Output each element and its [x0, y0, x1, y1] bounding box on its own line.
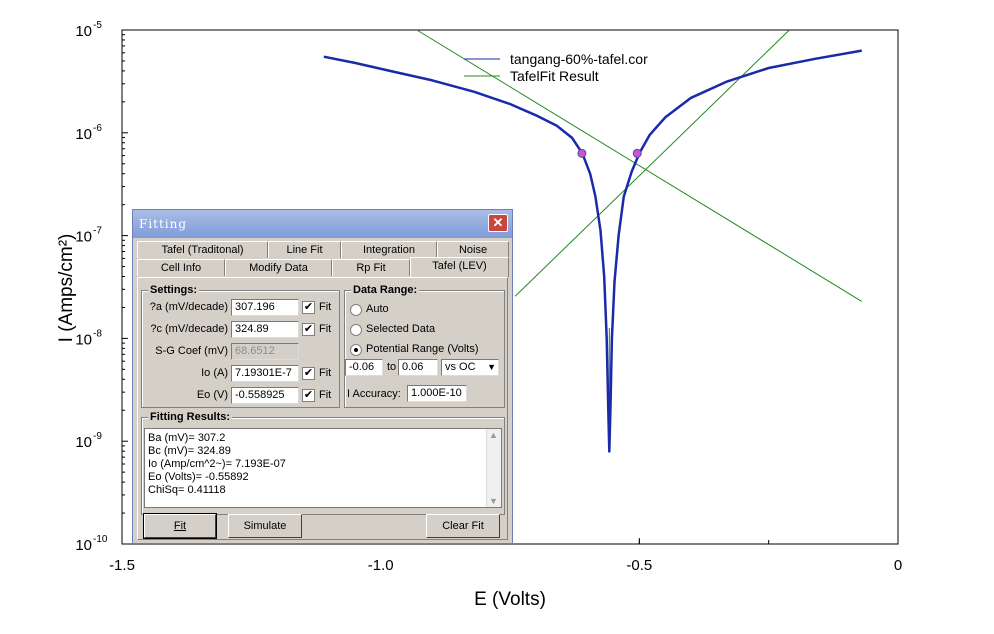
- x-axis-title: E (Volts): [474, 589, 546, 610]
- io-fit-checkbox[interactable]: ✔: [302, 367, 315, 380]
- fit-button-label: Fit: [173, 520, 187, 532]
- tab-noise[interactable]: Noise: [437, 241, 509, 258]
- y-tick-exponent: -8: [93, 328, 102, 339]
- y-tick-exponent: -6: [93, 123, 102, 134]
- y-tick-exponent: -10: [93, 534, 108, 545]
- y-tick-exponent: -9: [93, 431, 102, 442]
- results-textbox[interactable]: Ba (mV)= 307.2 Bc (mV)= 324.89 Io (Amp/c…: [144, 428, 502, 508]
- eo-label: Eo (V): [196, 389, 228, 401]
- y-tick-label: 10: [75, 331, 92, 348]
- y-tick-label: 10: [75, 126, 92, 143]
- tab-line-fit[interactable]: Line Fit: [268, 241, 341, 258]
- radio-selected-data[interactable]: [350, 324, 362, 336]
- dialog-title: Fitting: [139, 217, 188, 231]
- tafel-fit-line: [514, 29, 790, 297]
- y-tick-label: 10: [75, 537, 92, 554]
- tab-tafel-lev[interactable]: Tafel (LEV): [410, 257, 509, 277]
- ba-fit-label: Fit: [319, 301, 332, 313]
- result-chisq: ChiSq= 0.41118: [148, 484, 226, 496]
- data-range-group: Data Range: Auto Selected Data Potential…: [344, 284, 505, 408]
- range-to-label: to: [387, 361, 397, 373]
- tab-rp-fit[interactable]: Rp Fit: [332, 259, 410, 276]
- simulate-button[interactable]: Simulate: [228, 514, 302, 538]
- radio-potential-range-label: Potential Range (Volts): [366, 343, 479, 355]
- clear-fit-button-label: Clear Fit: [442, 520, 484, 532]
- bc-label: ?c (mV/decade): [150, 323, 228, 335]
- y-tick-label: 10: [75, 229, 92, 246]
- ba-fit-checkbox[interactable]: ✔: [302, 301, 315, 314]
- range-to-field[interactable]: 0.06: [398, 359, 438, 376]
- fit-range-marker: [632, 148, 642, 158]
- eo-field[interactable]: -0.558925: [231, 387, 299, 404]
- dialog-titlebar[interactable]: Fitting ✕: [133, 210, 512, 238]
- x-tick-label: -1.5: [109, 557, 135, 574]
- accuracy-field[interactable]: 1.000E-10: [407, 385, 467, 402]
- y-axis-title: I (Amps/cm²): [56, 234, 77, 343]
- legend-label-fit: TafelFit Result: [510, 68, 599, 84]
- simulate-button-label: Simulate: [243, 520, 287, 532]
- radio-auto-label: Auto: [366, 303, 389, 315]
- fitting-dialog: Fitting ✕ Tafel (Traditonal) Line Fit In…: [132, 209, 513, 544]
- ba-label: ?a (mV/decade): [149, 301, 228, 313]
- bc-fit-checkbox[interactable]: ✔: [302, 323, 315, 336]
- y-tick-exponent: -7: [93, 226, 102, 237]
- tafel-fit-line: [416, 29, 863, 302]
- io-label: Io (A): [201, 367, 228, 379]
- io-field[interactable]: 7.19301E-7: [231, 365, 299, 382]
- tab-cell-info[interactable]: Cell Info: [137, 259, 225, 276]
- scroll-up-icon[interactable]: ▲: [489, 430, 498, 440]
- y-tick-exponent: -5: [93, 20, 102, 31]
- eo-fit-label: Fit: [319, 389, 332, 401]
- bc-field[interactable]: 324.89: [231, 321, 299, 338]
- radio-potential-range[interactable]: [350, 344, 362, 356]
- ba-field[interactable]: 307.196: [231, 299, 299, 316]
- result-eo: Eo (Volts)= -0.55892: [148, 471, 249, 483]
- range-from-field[interactable]: -0.06: [345, 359, 383, 376]
- radio-selected-dot: [354, 348, 358, 352]
- tab-modify-data[interactable]: Modify Data: [225, 259, 332, 276]
- tab-tafel-traditional[interactable]: Tafel (Traditonal): [137, 241, 268, 258]
- eo-fit-checkbox[interactable]: ✔: [302, 389, 315, 402]
- accuracy-label: I Accuracy:: [347, 388, 401, 400]
- radio-auto[interactable]: [350, 304, 362, 316]
- x-tick-label: 0: [894, 557, 902, 574]
- result-ba: Ba (mV)= 307.2: [148, 432, 226, 444]
- clear-fit-button[interactable]: Clear Fit: [426, 514, 500, 538]
- legend: tangang-60%-tafel.cor TafelFit Result: [464, 51, 648, 84]
- results-scrollbar[interactable]: ▲ ▼: [486, 429, 501, 507]
- y-tick-label: 10: [75, 434, 92, 451]
- vs-select[interactable]: vs OC ▼: [441, 359, 499, 376]
- bc-fit-label: Fit: [319, 323, 332, 335]
- chevron-down-icon: ▼: [487, 362, 496, 372]
- scroll-down-icon[interactable]: ▼: [489, 496, 498, 506]
- settings-label: Settings:: [148, 284, 200, 296]
- io-fit-label: Fit: [319, 367, 332, 379]
- fit-button[interactable]: Fit: [143, 513, 217, 539]
- tab-panel: Settings: ?a (mV/decade) 307.196 ✔ Fit ?…: [137, 277, 508, 540]
- result-io: Io (Amp/cm^2~)= 7.193E-07: [148, 458, 286, 470]
- result-bc: Bc (mV)= 324.89: [148, 445, 231, 457]
- fit-range-marker: [577, 148, 587, 158]
- sg-coef-label: S-G Coef (mV): [155, 345, 228, 357]
- close-icon: ✕: [492, 215, 504, 230]
- x-tick-label: -1.0: [368, 557, 394, 574]
- x-tick-label: -0.5: [626, 557, 652, 574]
- results-label: Fitting Results:: [148, 411, 233, 423]
- legend-label-measured: tangang-60%-tafel.cor: [510, 51, 648, 67]
- measured-curve: [323, 49, 863, 453]
- settings-group: Settings: ?a (mV/decade) 307.196 ✔ Fit ?…: [141, 284, 340, 408]
- close-button[interactable]: ✕: [488, 214, 508, 232]
- vs-select-value: vs OC: [445, 361, 476, 373]
- radio-selected-data-label: Selected Data: [366, 323, 436, 335]
- y-tick-label: 10: [75, 23, 92, 40]
- sg-coef-field: 68.6512: [231, 343, 299, 360]
- tab-integration[interactable]: Integration: [341, 241, 437, 258]
- data-range-label: Data Range:: [351, 284, 420, 296]
- results-group: Fitting Results: Ba (mV)= 307.2 Bc (mV)=…: [141, 411, 505, 515]
